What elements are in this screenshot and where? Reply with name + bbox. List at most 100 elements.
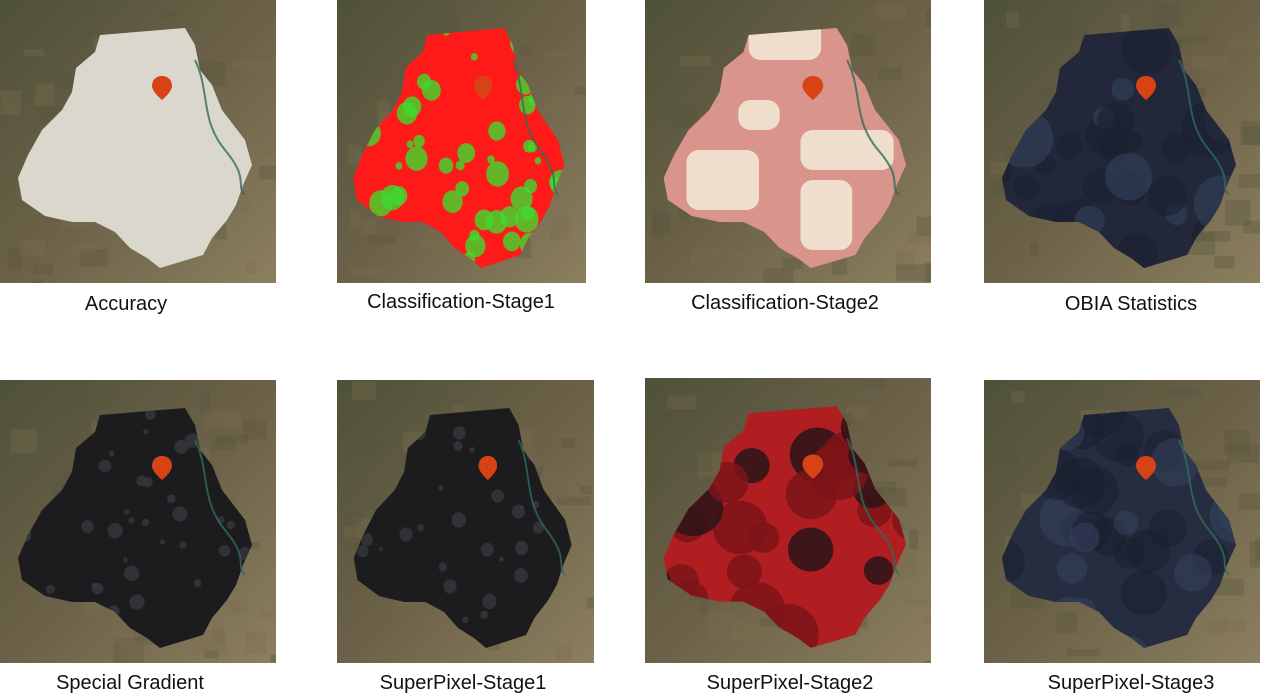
vegetation-class-patch xyxy=(486,161,510,187)
terrain-patch xyxy=(368,235,396,243)
region-shape xyxy=(18,28,252,268)
gradient-texture xyxy=(98,459,112,473)
caption-superpixel-stage2: SuperPixel-Stage2 xyxy=(706,672,874,694)
gradient-texture xyxy=(174,439,189,454)
terrain-patch xyxy=(1115,268,1132,283)
river-line xyxy=(846,59,900,196)
terrain-patch xyxy=(100,271,130,283)
superpixel-segment xyxy=(1097,102,1135,140)
terrain-patch xyxy=(344,526,354,537)
terrain-patch xyxy=(424,230,435,248)
gradient-texture xyxy=(218,545,231,557)
terrain-patch xyxy=(1238,493,1260,510)
terrain-patch xyxy=(919,63,931,86)
gradient-texture xyxy=(159,539,166,545)
gradient-texture xyxy=(451,512,467,528)
terrain-patch xyxy=(33,264,54,275)
terrain-patch xyxy=(1029,243,1039,257)
terrain-patch xyxy=(926,389,931,403)
terrain-patch xyxy=(70,242,95,256)
gradient-texture xyxy=(480,610,489,619)
map-svg xyxy=(984,380,1260,663)
terrain-patch xyxy=(705,248,720,260)
terrain-patch xyxy=(19,240,46,256)
map-panel-superpixel-stage2 xyxy=(645,378,931,663)
terrain-patch xyxy=(731,252,771,260)
terrain-patch xyxy=(429,11,459,35)
terrain-patch xyxy=(1173,36,1210,43)
terrain-patch xyxy=(10,428,37,454)
terrain-patch xyxy=(924,262,931,283)
gradient-texture xyxy=(453,440,463,451)
vegetation-class-patch xyxy=(413,134,425,148)
terrain-patch xyxy=(254,142,276,156)
superpixel-segment xyxy=(1069,522,1100,553)
terrain-patch xyxy=(651,209,671,233)
terrain-patch xyxy=(555,645,573,661)
terrain-patch xyxy=(561,502,575,510)
river-line xyxy=(194,59,246,196)
terrain-patch xyxy=(519,429,533,451)
caption-classification-stage1: Classification-Stage1 xyxy=(367,291,555,313)
terrain-patch xyxy=(8,247,22,271)
terrain-patch xyxy=(904,599,931,606)
terrain-patch xyxy=(362,218,376,235)
terrain-patch xyxy=(23,49,44,57)
location-pin-icon xyxy=(152,456,172,480)
location-pin-icon xyxy=(1136,456,1156,480)
terrain-patch xyxy=(85,7,119,15)
caption-superpixel-stage1: SuperPixel-Stage1 xyxy=(379,672,547,694)
gradient-texture xyxy=(519,505,524,510)
river-line xyxy=(517,439,566,576)
terrain-patch xyxy=(658,113,676,124)
gradient-texture xyxy=(142,477,153,488)
terrain-patch xyxy=(377,100,391,122)
vegetation-class-patch xyxy=(438,157,454,174)
terrain-patch xyxy=(110,627,144,644)
vegetation-class-patch xyxy=(395,162,403,170)
gradient-texture xyxy=(91,582,104,595)
terrain-patch xyxy=(925,10,931,28)
location-pin-icon xyxy=(152,76,172,100)
terrain-patch xyxy=(561,438,576,448)
map-svg xyxy=(337,0,586,283)
river-line xyxy=(1178,439,1230,576)
vegetation-class-patch xyxy=(488,121,506,141)
vegetation-class-patch xyxy=(465,234,486,258)
terrain-patch xyxy=(896,249,914,271)
superpixel-segment xyxy=(1161,133,1192,163)
class-block xyxy=(800,180,853,250)
gradient-texture xyxy=(124,565,140,581)
gradient-texture xyxy=(357,544,369,558)
terrain-patch xyxy=(700,601,709,614)
gradient-texture xyxy=(145,409,156,420)
terrain-patch xyxy=(908,232,931,244)
superpixel-segment xyxy=(863,556,894,585)
terrain-patch xyxy=(37,71,76,89)
terrain-patch xyxy=(1214,256,1235,269)
terrain-patch xyxy=(1067,649,1100,657)
terrain-patch xyxy=(831,257,848,276)
terrain-patch xyxy=(204,410,242,428)
terrain-patch xyxy=(1221,619,1246,632)
vegetation-class-patch xyxy=(485,210,508,234)
river-line xyxy=(1178,59,1230,196)
gradient-texture xyxy=(515,541,529,556)
terrain-patch xyxy=(211,438,237,451)
superpixel-segment xyxy=(1121,28,1172,75)
terrain-patch xyxy=(587,597,594,609)
gradient-texture xyxy=(482,593,497,610)
terrain-patch xyxy=(1046,20,1072,41)
gradient-texture xyxy=(417,523,424,532)
terrain-patch xyxy=(850,33,876,57)
river-line xyxy=(512,59,559,196)
superpixel-segment xyxy=(785,469,837,520)
terrain-patch xyxy=(550,216,569,240)
terrain-patch xyxy=(672,104,698,129)
map-svg xyxy=(984,0,1260,283)
terrain-patch xyxy=(1006,11,1019,28)
terrain-patch xyxy=(245,630,267,654)
terrain-patch xyxy=(782,258,803,269)
gradient-texture xyxy=(129,594,145,610)
map-panel-special-gradient xyxy=(0,380,276,663)
